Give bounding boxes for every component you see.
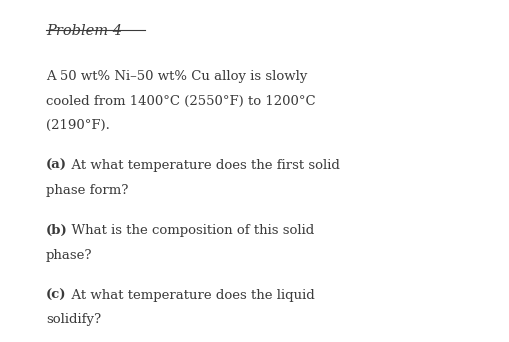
Text: What is the composition of this solid: What is the composition of this solid (63, 224, 315, 237)
Text: phase form?: phase form? (46, 184, 128, 197)
Text: Problem 4: Problem 4 (46, 24, 122, 38)
Text: At what temperature does the liquid: At what temperature does the liquid (63, 289, 315, 302)
Text: solidify?: solidify? (46, 313, 101, 326)
Text: (2190°F).: (2190°F). (46, 119, 109, 132)
Text: phase?: phase? (46, 249, 92, 262)
Text: A 50 wt% Ni–50 wt% Cu alloy is slowly: A 50 wt% Ni–50 wt% Cu alloy is slowly (46, 70, 307, 83)
Text: cooled from 1400°C (2550°F) to 1200°C: cooled from 1400°C (2550°F) to 1200°C (46, 95, 316, 108)
Text: (b): (b) (46, 224, 68, 237)
Text: At what temperature does the first solid: At what temperature does the first solid (63, 159, 340, 172)
Text: (a): (a) (46, 159, 67, 172)
Text: (c): (c) (46, 289, 66, 302)
